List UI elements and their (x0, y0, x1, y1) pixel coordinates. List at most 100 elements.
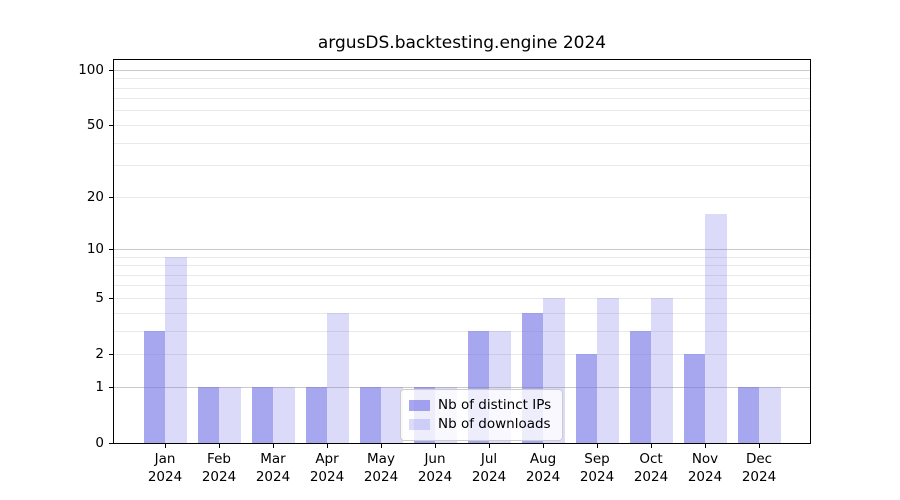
legend-swatch-distinct-ips (409, 400, 430, 411)
y-tick-label: 10 (86, 241, 104, 258)
y-tick-mark (109, 297, 113, 299)
bar-distinct-ips-dec (737, 387, 759, 443)
x-tick-month: Dec (745, 451, 773, 467)
x-tick-mark (597, 444, 598, 448)
x-tick-mark (435, 444, 436, 448)
bar-downloads-dec (759, 387, 781, 443)
gridline-minor (114, 78, 810, 80)
x-tick-month: Feb (207, 451, 231, 467)
gridline-minor (114, 353, 810, 355)
x-tick-mark (759, 444, 760, 448)
gridline-minor (114, 312, 810, 314)
y-tick-label: 0 (95, 435, 104, 451)
bar-downloads-apr (327, 313, 349, 443)
gridline-major (114, 69, 810, 71)
x-tick-label: Jun 2024 (405, 450, 465, 486)
x-tick-year: 2024 (309, 469, 345, 485)
x-tick-label: Jan 2024 (135, 450, 195, 486)
bar-downloads-jan (165, 257, 187, 443)
bar-distinct-ips-jan (143, 331, 165, 443)
gridline-minor (114, 87, 810, 89)
y-tick-label: 1 (95, 379, 104, 395)
x-tick-year: 2024 (471, 469, 507, 485)
x-tick-year: 2024 (201, 469, 237, 485)
x-tick-mark (543, 444, 544, 448)
bar-distinct-ips-nov (683, 354, 705, 443)
x-tick-month: Sep (584, 451, 610, 467)
bar-downloads-may (381, 387, 403, 443)
y-tick-mark (109, 196, 113, 198)
gridline-minor (114, 297, 810, 299)
bar-downloads-feb (219, 387, 241, 443)
x-tick-label: Jul 2024 (459, 450, 519, 486)
x-tick-year: 2024 (741, 469, 777, 485)
x-tick-label: Aug 2024 (513, 450, 573, 486)
x-tick-mark (273, 444, 274, 448)
gridline-minor (114, 196, 810, 198)
bar-distinct-ips-sep (575, 354, 597, 443)
x-tick-year: 2024 (579, 469, 615, 485)
y-tick-label: 2 (95, 346, 104, 363)
x-tick-label: Dec 2024 (729, 450, 789, 486)
y-tick-mark (109, 442, 113, 444)
x-tick-month: Aug (529, 451, 557, 467)
bar-distinct-ips-feb (197, 387, 219, 443)
x-tick-year: 2024 (687, 469, 723, 485)
x-tick-year: 2024 (525, 469, 561, 485)
x-tick-month: Apr (315, 451, 339, 467)
y-tick-label: 5 (95, 290, 104, 307)
gridline-minor (114, 142, 810, 144)
y-tick-mark (109, 386, 113, 388)
y-tick-label: 20 (86, 189, 104, 206)
gridline-minor (114, 124, 810, 126)
bar-distinct-ips-may (359, 387, 381, 443)
bar-downloads-sep (597, 298, 619, 443)
gridline-major (114, 248, 810, 250)
bar-distinct-ips-mar (251, 387, 273, 443)
y-tick-mark (109, 69, 113, 71)
bar-downloads-oct (651, 298, 673, 443)
legend-label-distinct-ips: Nb of distinct IPs (438, 397, 552, 413)
x-tick-label: Feb 2024 (189, 450, 249, 486)
x-tick-label: Nov 2024 (675, 450, 735, 486)
x-tick-mark (381, 444, 382, 448)
bar-distinct-ips-oct (629, 331, 651, 443)
x-tick-mark (327, 444, 328, 448)
y-tick-mark (109, 248, 113, 250)
gridline-minor (114, 285, 810, 287)
x-tick-label: Mar 2024 (243, 450, 303, 486)
x-tick-label: Sep 2024 (567, 450, 627, 486)
x-tick-month: May (367, 451, 395, 467)
x-tick-label: May 2024 (351, 450, 411, 486)
chart-title: argusDS.backtesting.engine 2024 (317, 33, 607, 53)
x-tick-mark (705, 444, 706, 448)
legend-item-distinct-ips: Nb of distinct IPs (409, 398, 554, 413)
x-tick-year: 2024 (255, 469, 291, 485)
bar-downloads-nov (705, 214, 727, 443)
x-tick-year: 2024 (363, 469, 399, 485)
legend-swatch-downloads (409, 419, 430, 430)
gridline-major (114, 386, 810, 388)
plot-area (113, 59, 811, 444)
x-tick-year: 2024 (417, 469, 453, 485)
x-tick-month: Jun (424, 451, 446, 467)
gridline-minor (114, 330, 810, 332)
x-tick-label: Oct 2024 (621, 450, 681, 486)
x-tick-month: Mar (260, 451, 286, 467)
gridline-minor (114, 256, 810, 258)
gridline-minor (114, 98, 810, 100)
x-tick-month: Jul (480, 451, 498, 467)
gridline-minor (114, 274, 810, 276)
legend-item-downloads: Nb of downloads (409, 417, 554, 432)
y-tick-mark (109, 353, 113, 355)
x-tick-year: 2024 (147, 469, 183, 485)
bar-downloads-mar (273, 387, 295, 443)
x-tick-year: 2024 (633, 469, 669, 485)
x-tick-mark (165, 444, 166, 448)
x-tick-mark (219, 444, 220, 448)
bar-distinct-ips-apr (305, 387, 327, 443)
y-tick-label: 50 (86, 117, 104, 134)
x-tick-month: Jan (154, 451, 176, 467)
gridline-minor (114, 165, 810, 167)
x-tick-month: Nov (691, 451, 719, 467)
